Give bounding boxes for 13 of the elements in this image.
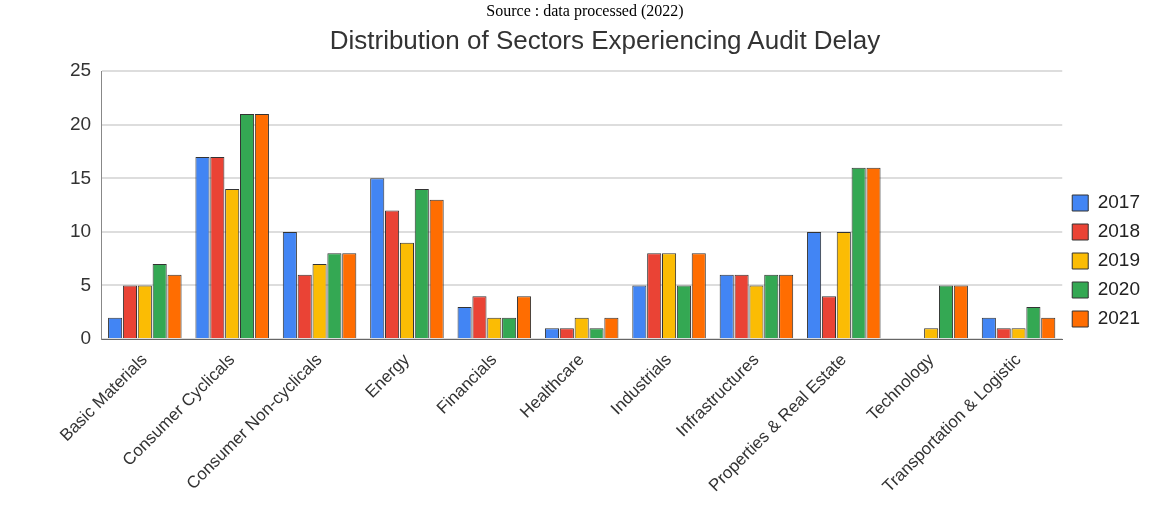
legend-label: 2020: [1097, 278, 1141, 300]
y-tick-label: 20: [69, 113, 92, 135]
chart-title: Distribution of Sectors Experiencing Audit Delay: [329, 24, 881, 55]
y-tick-label: 5: [80, 273, 92, 295]
legend-label: 2017: [1097, 191, 1141, 213]
y-tick-label: 0: [80, 327, 92, 349]
y-tick-label: 25: [69, 59, 92, 81]
source-note: Source : data processed (2022): [485, 1, 685, 22]
legend-label: 2018: [1097, 220, 1141, 242]
legend-label: 2019: [1097, 249, 1141, 271]
legend-label: 2021: [1097, 307, 1141, 329]
y-tick-label: 15: [69, 166, 92, 188]
y-tick-label: 10: [69, 220, 92, 242]
